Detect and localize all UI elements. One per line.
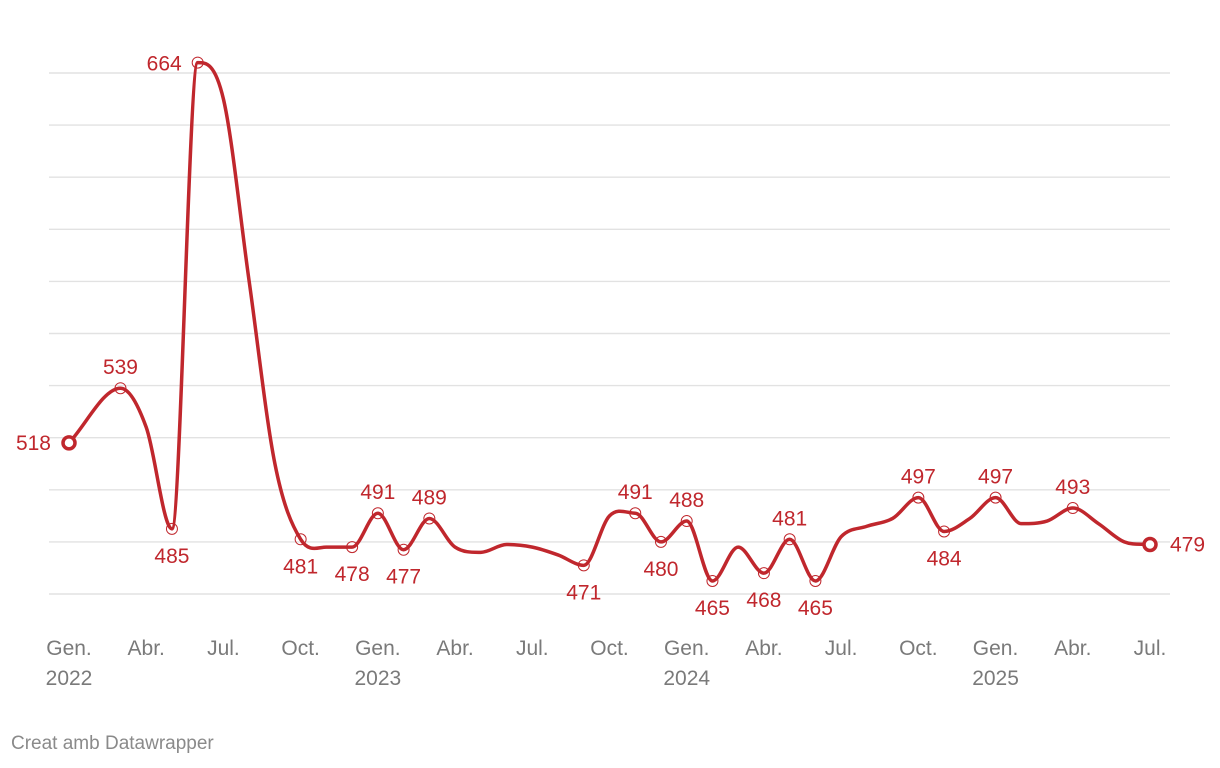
x-tick-label: 2022 — [46, 667, 93, 690]
data-point — [629, 507, 642, 520]
x-tick-label: Gen. — [355, 637, 401, 660]
x-tick-label: Abr. — [1054, 637, 1091, 660]
data-point — [423, 512, 436, 525]
data-point — [346, 541, 359, 554]
data-point — [783, 533, 796, 546]
data-labels: 518 539 485 664 481 478 491 477 489 471 491 480 488 4… — [16, 53, 1205, 620]
data-point — [809, 574, 822, 587]
data-point — [912, 491, 925, 504]
x-tick-label: Jul. — [516, 637, 549, 660]
x-tick-label: Oct. — [899, 637, 938, 660]
x-tick-label: Oct. — [590, 637, 629, 660]
x-tick-label: Abr. — [745, 637, 782, 660]
x-tick-label: Abr. — [128, 637, 165, 660]
data-point — [114, 382, 127, 395]
x-tick-label: 2024 — [663, 667, 710, 690]
data-label: 481 — [283, 555, 318, 578]
data-label: 468 — [746, 589, 781, 612]
data-label: 479 — [1170, 534, 1205, 557]
data-point — [371, 507, 384, 520]
data-label: 539 — [103, 356, 138, 379]
x-tick-label: Jul. — [207, 637, 240, 660]
data-point — [1066, 502, 1079, 515]
x-tick-label: Gen. — [664, 637, 710, 660]
data-label: 497 — [901, 466, 936, 489]
data-point — [757, 567, 770, 580]
data-point — [397, 543, 410, 556]
data-label: 471 — [566, 581, 601, 604]
data-label: 485 — [154, 545, 189, 568]
data-point — [989, 491, 1002, 504]
data-points — [61, 56, 1158, 587]
endpoint-marker — [1142, 536, 1158, 553]
data-point — [706, 574, 719, 587]
data-label: 491 — [618, 481, 653, 504]
endpoint-marker — [61, 435, 77, 451]
x-tick-label: Abr. — [436, 637, 473, 660]
series-line — [67, 60, 1152, 583]
data-label: 493 — [1055, 476, 1090, 499]
x-tick-label: Jul. — [825, 637, 858, 660]
data-point — [680, 515, 693, 528]
x-tick-label: Gen. — [46, 637, 92, 660]
x-tick-label: Gen. — [973, 637, 1019, 660]
series-layer — [67, 60, 1152, 583]
data-label: 465 — [695, 597, 730, 620]
x-tick-label: 2023 — [354, 667, 401, 690]
data-label: 518 — [16, 432, 51, 455]
x-tick-label: 2025 — [972, 667, 1019, 690]
data-label: 497 — [978, 466, 1013, 489]
data-point — [938, 525, 951, 538]
data-label: 488 — [669, 489, 704, 512]
data-label: 480 — [643, 558, 678, 581]
data-label: 484 — [927, 547, 962, 570]
data-point — [165, 522, 178, 535]
data-label: 481 — [772, 507, 807, 530]
grid-lines — [49, 72, 1170, 595]
data-point — [654, 535, 667, 548]
data-label: 491 — [360, 481, 395, 504]
credit-text[interactable]: Creat amb Datawrapper — [11, 733, 214, 754]
data-label: 489 — [412, 486, 447, 509]
x-axis: Gen. 2022 Abr. Jul. Oct. Gen. 2023 Abr. Jul. Oct.… — [46, 637, 1167, 690]
data-point — [577, 559, 590, 572]
x-tick-label: Jul. — [1134, 637, 1167, 660]
data-label: 664 — [147, 53, 182, 76]
data-label: 465 — [798, 597, 833, 620]
data-label: 477 — [386, 566, 421, 589]
data-point — [294, 533, 307, 546]
data-label: 478 — [335, 563, 370, 586]
data-point — [191, 56, 204, 69]
x-tick-label: Oct. — [281, 637, 320, 660]
